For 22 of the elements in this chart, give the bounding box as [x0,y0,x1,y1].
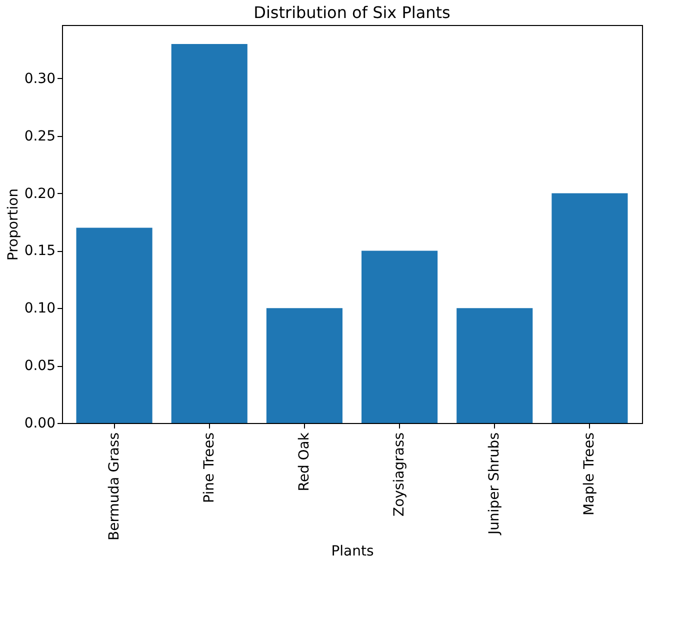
y-tick-label: 0.00 [24,416,56,432]
bar [456,308,533,423]
x-tick-label: Juniper Shrubs [486,432,503,536]
x-tick-label: Bermuda Grass [106,432,122,540]
bar [266,308,342,423]
y-tick-label: 0.05 [24,358,56,374]
bar [171,44,248,423]
y-axis-title: Proportion [5,188,22,261]
x-axis-title: Plants [331,543,374,560]
bar [552,193,628,423]
x-tick-label: Maple Trees [582,432,598,516]
y-tick-label: 0.25 [24,128,56,144]
x-tick-label: Zoysiagrass [392,432,408,517]
y-tick-label: 0.10 [24,300,56,317]
bar [76,228,152,423]
y-tick-label: 0.20 [24,186,56,202]
y-tick-label: 0.15 [24,243,56,260]
bar [362,250,438,423]
x-tick-label: Pine Trees [201,432,218,503]
y-tick-label: 0.30 [24,70,56,87]
chart-title: Distribution of Six Plants [254,3,450,22]
x-tick-label: Red Oak [296,432,312,492]
